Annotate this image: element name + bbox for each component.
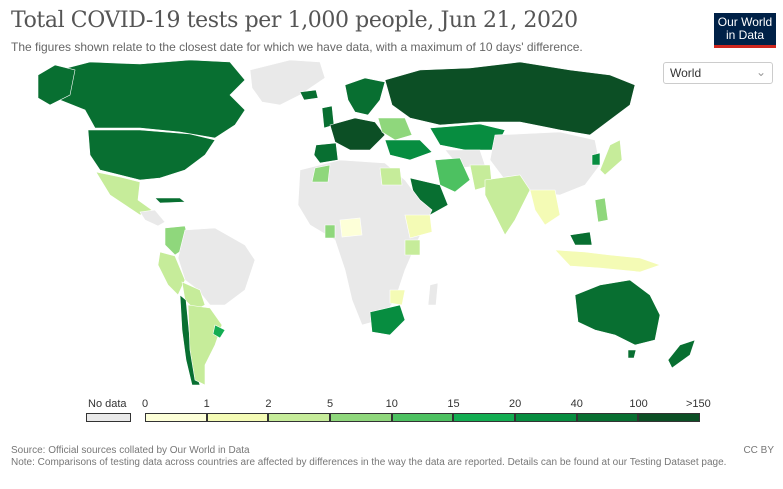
legend-tick-label: 2 bbox=[265, 398, 272, 410]
country-zimbabwe[interactable] bbox=[389, 289, 406, 306]
legend-swatch[interactable] bbox=[145, 413, 207, 422]
chevron-down-icon: ⌄ bbox=[755, 65, 766, 79]
country-korea[interactable] bbox=[591, 152, 601, 166]
country-malaysia[interactable] bbox=[569, 231, 593, 246]
country-ethiopia[interactable] bbox=[404, 214, 433, 239]
country-japan[interactable] bbox=[599, 139, 623, 176]
legend-swatch[interactable] bbox=[330, 413, 392, 422]
license-link[interactable]: CC BY bbox=[743, 445, 774, 456]
country-tasmania[interactable] bbox=[627, 349, 637, 359]
chart-subtitle: The figures shown relate to the closest … bbox=[11, 40, 583, 54]
legend-no-data-swatch bbox=[86, 413, 131, 422]
legend-swatch[interactable] bbox=[268, 413, 330, 422]
legend-swatch[interactable] bbox=[391, 413, 454, 422]
legend-tick-label: 20 bbox=[509, 398, 522, 410]
legend-tick-label: 10 bbox=[385, 398, 398, 410]
legend-swatch[interactable] bbox=[206, 413, 269, 422]
country-east-europe[interactable] bbox=[377, 117, 413, 141]
country-argentina[interactable] bbox=[187, 304, 223, 386]
country-india[interactable] bbox=[484, 174, 531, 236]
country-iceland[interactable] bbox=[299, 89, 319, 101]
country-madagascar[interactable] bbox=[427, 282, 439, 306]
country-alaska[interactable] bbox=[37, 64, 76, 106]
legend-swatch[interactable] bbox=[638, 413, 700, 422]
country-nigeria[interactable] bbox=[339, 217, 363, 238]
legend-tick-label: 15 bbox=[447, 398, 460, 410]
country-greenland[interactable] bbox=[249, 59, 326, 106]
legend-tick-label: 40 bbox=[570, 398, 583, 410]
country-cuba[interactable] bbox=[154, 197, 186, 204]
legend-swatch[interactable] bbox=[515, 413, 577, 422]
country-australia[interactable] bbox=[574, 279, 661, 346]
note-text: Note: Comparisons of testing data across… bbox=[11, 456, 727, 468]
legend-tick-label: 1 bbox=[203, 398, 210, 410]
country-new-zealand[interactable] bbox=[667, 339, 696, 369]
legend-tick-label: 5 bbox=[327, 398, 334, 410]
country-peru[interactable] bbox=[157, 251, 186, 296]
region-select-value: World bbox=[670, 66, 702, 80]
country-egypt[interactable] bbox=[379, 167, 403, 186]
country-brazil[interactable] bbox=[177, 227, 256, 306]
country-west-europe[interactable] bbox=[329, 117, 386, 151]
legend-swatch[interactable] bbox=[453, 413, 515, 422]
owid-logo[interactable]: Our World in Data bbox=[714, 13, 776, 48]
legend-tick-label: >150 bbox=[686, 398, 711, 410]
country-scandinavia[interactable] bbox=[344, 77, 386, 116]
logo-line-1: Our World bbox=[717, 15, 773, 29]
country-ghana[interactable] bbox=[324, 224, 336, 239]
country-turkey[interactable] bbox=[384, 139, 433, 161]
country-indonesia[interactable] bbox=[554, 249, 661, 273]
country-central-america[interactable] bbox=[139, 209, 166, 227]
source-note: Source: Official sources collated by Our… bbox=[11, 445, 731, 468]
country-russia[interactable] bbox=[384, 61, 636, 136]
country-morocco[interactable] bbox=[311, 164, 331, 183]
chart-title: Total COVID-19 tests per 1,000 people, J… bbox=[11, 8, 578, 33]
map-legend: No data 0 1 2 5 10 15 20 40 100 >150 bbox=[0, 395, 783, 435]
country-mexico[interactable] bbox=[95, 171, 153, 216]
legend-swatch[interactable] bbox=[576, 413, 639, 422]
country-south-africa[interactable] bbox=[369, 304, 406, 336]
legend-tick-label: 100 bbox=[629, 398, 648, 410]
country-canada[interactable] bbox=[39, 59, 246, 139]
legend-tick-label: 0 bbox=[142, 398, 149, 410]
source-text: Source: Official sources collated by Our… bbox=[11, 445, 250, 456]
country-uruguay[interactable] bbox=[212, 324, 226, 339]
country-philippines[interactable] bbox=[594, 197, 609, 223]
country-se-asia[interactable] bbox=[529, 189, 561, 226]
country-usa[interactable] bbox=[87, 129, 216, 181]
logo-line-2: in Data bbox=[725, 28, 765, 42]
country-kenya[interactable] bbox=[404, 239, 421, 256]
country-iran[interactable] bbox=[434, 157, 471, 193]
world-map bbox=[37, 59, 696, 386]
country-spain[interactable] bbox=[313, 142, 339, 164]
region-select[interactable]: World ⌄ bbox=[663, 62, 773, 84]
legend-no-data-label: No data bbox=[88, 398, 127, 410]
